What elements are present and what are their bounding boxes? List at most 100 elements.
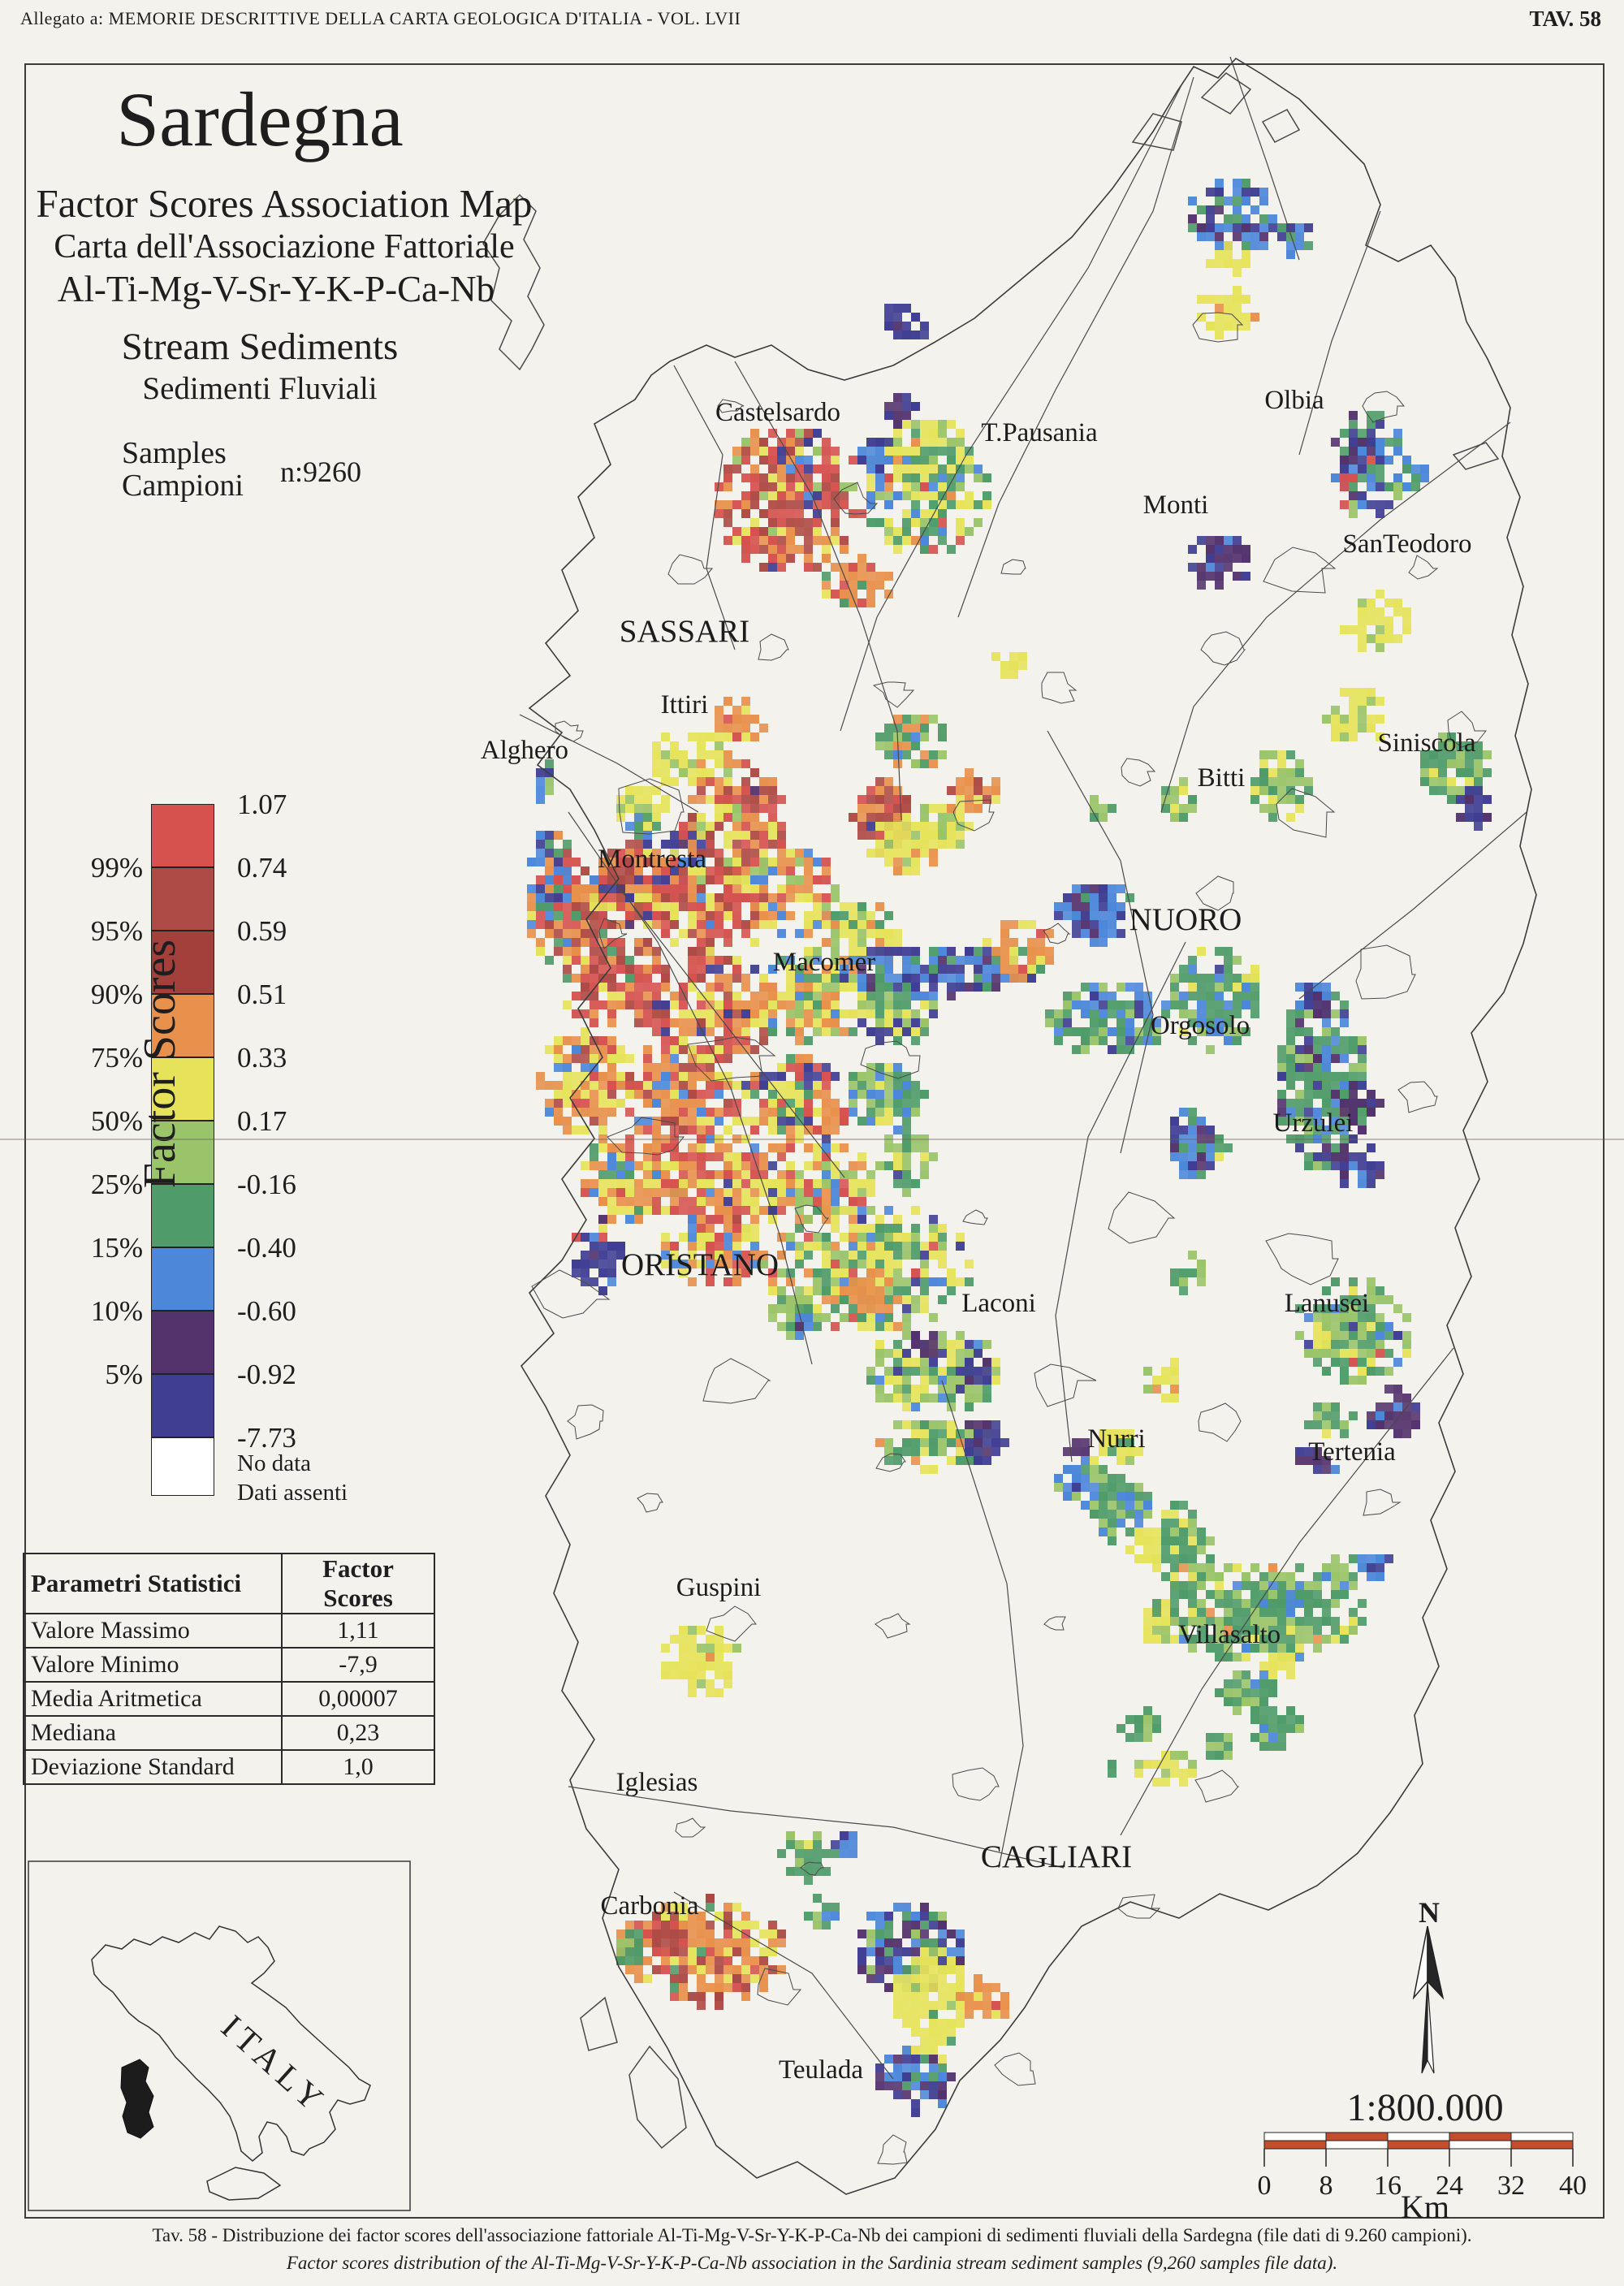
stats-value: 1,11 [281,1613,435,1649]
scale-tick-0: 0 [1258,2171,1272,2201]
city-label-ittiri: Ittiri [661,690,709,720]
legend-percentile-25%: 25% [90,1169,143,1200]
map-subtitle-it: Carta dell'Associazione Fattoriale [54,228,515,266]
legend-value--0.92: -0.92 [237,1359,296,1390]
legend-value-0.59: 0.59 [237,915,287,947]
caption-italian: Tav. 58 - Distribuzione dei factor score… [152,2225,1472,2245]
legend-chip-0.33 [151,1057,214,1121]
legend-value--0.40: -0.40 [237,1232,296,1264]
city-label-cagliari: CAGLIARI [981,1839,1132,1874]
paper-fold-line [0,1139,1624,1140]
medium-en: Stream Sediments [121,326,399,368]
north-arrow-tail-right [1427,1981,1435,2074]
legend-value--0.60: -0.60 [237,1295,296,1327]
legend-value-0.74: 0.74 [237,852,287,884]
north-arrow-head-right [1427,1925,1445,2000]
city-label-castelsardo: Castelsardo [715,398,840,427]
sardinia-highlight [120,2059,154,2139]
city-label-villasalto: Villasalto [1178,1620,1281,1649]
city-label-bitti: Bitti [1198,763,1246,793]
legend-value-0.17: 0.17 [237,1105,287,1137]
legend-percentile-95%: 95% [90,915,143,947]
city-label-macomer: Macomer [773,948,875,977]
sicily-outline [206,2167,282,2201]
legend-chip-0.17 [151,1121,214,1184]
legend-value-min: -7.73 [237,1422,296,1454]
medium-it: Sedimenti Fluviali [142,371,378,406]
scale-tick-24: 24 [1436,2171,1463,2201]
samples-label: Samples Campioni [122,436,244,503]
legend-chip-0.59 [151,931,214,994]
city-label-teulada: Teulada [779,2055,863,2085]
samples-count: n:9260 [280,456,362,488]
city-label-nuoro: NUORO [1129,902,1242,937]
stats-header-1: Factor Scores [281,1553,435,1614]
legend-percentile-90%: 90% [90,979,143,1010]
city-label-santeodoro: SanTeodoro [1343,529,1472,559]
map-subtitle-en: Factor Scores Association Map [36,181,533,226]
legend-percentile-75%: 75% [90,1042,143,1074]
plate-number: TAV. 58 [1529,6,1601,31]
stats-parameter: Valore Massimo [23,1613,283,1649]
coastline [520,57,1537,2195]
stats-value: -7,9 [281,1647,435,1683]
legend-chip--0.60 [151,1311,214,1374]
legend-value-0.33: 0.33 [237,1042,287,1074]
stats-parameter: Valore Minimo [23,1647,283,1683]
stats-row: Media Aritmetica 0,00007 [23,1681,435,1717]
scale-tick-16: 16 [1374,2171,1402,2201]
city-label-siniscola: Siniscola [1378,728,1476,758]
stats-parameter: Mediana [23,1715,283,1751]
legend-percentile-50%: 50% [90,1105,143,1137]
city-label-guspini: Guspini [676,1573,762,1602]
city-label-carbonia: Carbonia [601,1891,699,1921]
islands-and-lines [482,56,1527,2165]
legend-value--0.16: -0.16 [237,1169,296,1200]
city-label-tertenia: Tertenia [1308,1437,1396,1467]
legend-value-1.07: 1.07 [237,789,287,820]
plate-frame [24,63,1605,2219]
scale-tick-40: 40 [1559,2171,1587,2201]
legend-chip-1.07 [151,804,214,867]
legend-chip-0.51 [151,994,214,1057]
stats-header-0: Parametri Statistici [23,1553,283,1614]
stats-value: 1,0 [281,1749,435,1785]
city-labels: Castelsardo T.Pausania Olbia Monti SanTeodor… [481,386,1476,2085]
element-association: Al-Ti-Mg-V-Sr-Y-K-P-Ca-Nb [57,269,495,309]
north-label: N [1419,1896,1440,1929]
city-label-olbia: Olbia [1264,386,1324,415]
city-label-lanusei: Lanusei [1285,1289,1369,1318]
city-label-orgosolo: Orgosolo [1151,1011,1250,1040]
caption-english: Factor scores distribution of the Al-Ti-… [286,2253,1338,2273]
legend-chip-0.74 [151,867,214,931]
inset-box [28,1860,411,2211]
legend-percentile-10%: 10% [90,1295,143,1327]
legend-chip--0.40 [151,1247,214,1311]
city-label-nurri: Nurri [1087,1424,1145,1454]
factor-score-cells [527,179,1492,2117]
stats-value: 0,00007 [281,1681,435,1717]
city-label-urzulei: Urzulei [1273,1108,1354,1138]
legend-percentile-15%: 15% [90,1232,143,1264]
legend-chip-no-data [151,1437,214,1496]
header-volume-title: Allegato a: MEMORIE DESCRITTIVE DELLA CA… [20,8,741,28]
stats-parameter: Deviazione Standard [23,1749,283,1785]
city-label-laconi: Laconi [961,1289,1036,1318]
statistics-table: Parametri Statistici Factor Scores Valore … [23,1553,435,1785]
stats-value: 0,23 [281,1715,435,1751]
scale-unit: Km [1401,2189,1449,2225]
city-label-tpausania: T.Pausania [981,418,1098,447]
city-label-oristano: ORISTANO [621,1247,779,1282]
city-label-sassari: SASSARI [620,614,749,649]
stats-parameter: Media Aritmetica [23,1681,283,1717]
map-title: Sardegna [116,76,404,162]
legend-no-data-it: Dati assenti [237,1480,348,1506]
stats-row: Valore Massimo 1,11 [23,1613,435,1649]
city-label-iglesias: Iglesias [616,1768,698,1797]
legend-chip--0.92 [151,1374,214,1437]
